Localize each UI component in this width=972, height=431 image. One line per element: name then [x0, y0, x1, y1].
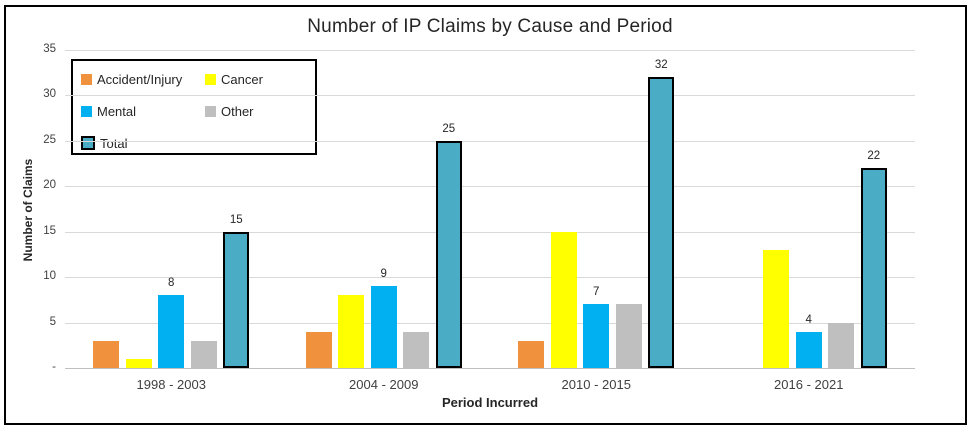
bar-mental: [370, 286, 397, 368]
legend-label: Other: [221, 103, 254, 119]
legend-label: Accident/Injury: [97, 71, 183, 87]
legend: Accident/Injury Cancer Mental Other Total: [71, 59, 317, 155]
legend-item-mental: Mental: [81, 103, 136, 119]
bar-cancer: [763, 249, 790, 368]
mental-swatch-icon: [81, 105, 92, 117]
legend-item-other: Other: [205, 103, 254, 119]
legend-label: Mental: [97, 103, 137, 119]
gridline: [65, 322, 915, 324]
y-tick-label: 10: [43, 270, 56, 283]
bar-accident-injury: [518, 340, 545, 368]
bar-other: [403, 331, 430, 368]
bar-value-label: 4: [805, 313, 812, 326]
bar-other: [828, 322, 855, 368]
legend-item-total: Total: [81, 135, 127, 151]
y-tick-label: 20: [43, 179, 56, 192]
bar-value-label: 7: [593, 286, 600, 299]
accident-injury-swatch-icon: [81, 73, 92, 85]
gridline: [65, 50, 915, 51]
bar-mental: [583, 304, 610, 368]
y-tick-label: 15: [43, 224, 56, 237]
bar-other: [615, 304, 642, 368]
x-category-label: 2016 - 2021: [774, 377, 844, 392]
gridline: [65, 95, 915, 97]
y-axis-title: Number of Claims: [21, 158, 35, 262]
bar-accident-injury: [93, 340, 120, 368]
bar-value-label: 9: [380, 268, 387, 281]
y-tick-label: 35: [43, 43, 56, 55]
bar-other: [190, 340, 217, 368]
x-axis-line: [65, 368, 915, 369]
y-tick-label: 30: [43, 88, 56, 101]
legend-label: Total: [100, 135, 128, 151]
legend-label: Cancer: [221, 71, 263, 87]
legend-item-accident-injury: Accident/Injury: [81, 71, 182, 87]
bar-accident-injury: [305, 331, 332, 368]
other-swatch-icon: [205, 105, 216, 117]
bar-cancer: [125, 358, 152, 368]
bar-total: [648, 77, 675, 368]
bar-value-label: 15: [229, 213, 243, 226]
bar-total: [223, 231, 250, 368]
y-tick-label: 25: [43, 133, 56, 146]
bar-total: [435, 140, 462, 368]
bar-cancer: [338, 295, 365, 368]
gridline: [65, 140, 915, 142]
bar-value-label: 32: [654, 59, 668, 72]
bar-value-label: 25: [442, 122, 456, 135]
cancer-swatch-icon: [205, 73, 216, 85]
bar-total: [860, 168, 887, 368]
total-swatch-icon: [81, 136, 95, 150]
bar-cancer: [550, 231, 577, 368]
x-axis-title: Period Incurred: [441, 395, 539, 410]
gridline: [65, 277, 915, 279]
bar-value-label: 8: [168, 277, 175, 290]
x-category-label: 1998 - 2003: [136, 377, 206, 392]
chart-title: Number of IP Claims by Cause and Period: [307, 16, 673, 37]
bar-value-label: 22: [867, 150, 881, 163]
y-tick-label: -: [52, 361, 56, 373]
x-category-label: 2004 - 2009: [349, 377, 419, 392]
x-category-label: 2010 - 2015: [561, 377, 631, 392]
bar-mental: [795, 331, 822, 368]
gridline: [65, 231, 915, 233]
bar-mental: [158, 295, 185, 368]
legend-item-cancer: Cancer: [205, 71, 263, 87]
gridline: [65, 186, 915, 188]
y-tick-label: 5: [49, 315, 56, 328]
